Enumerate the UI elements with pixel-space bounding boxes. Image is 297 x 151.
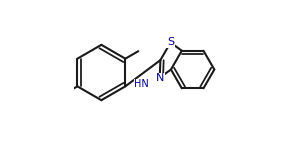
- Text: S: S: [167, 37, 174, 47]
- Text: N: N: [156, 74, 164, 84]
- Text: HN: HN: [134, 79, 149, 89]
